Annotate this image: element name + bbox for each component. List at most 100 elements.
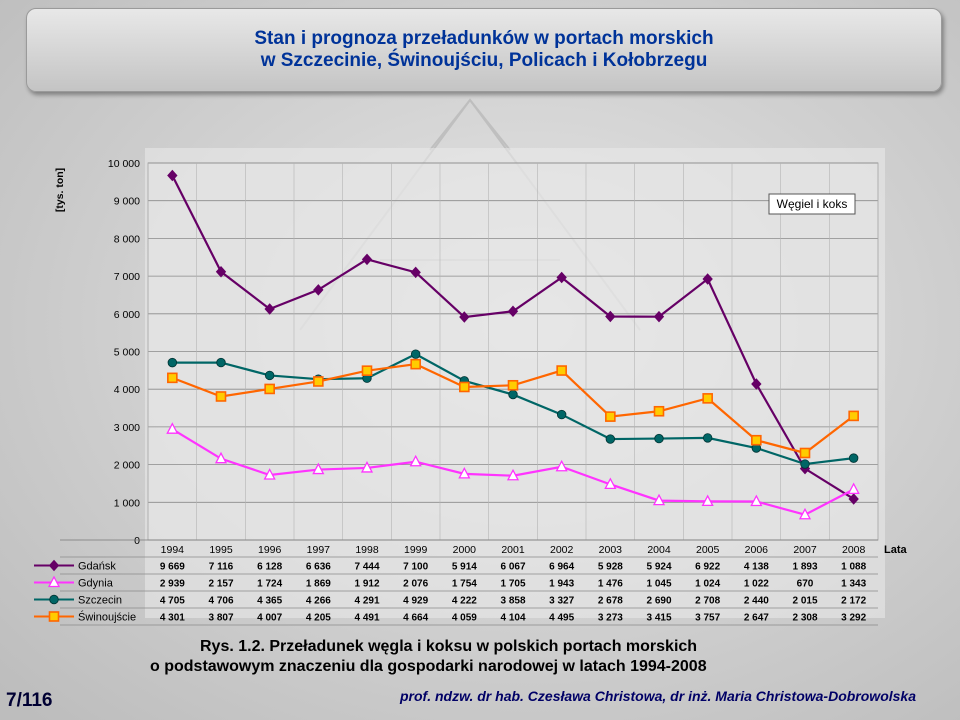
data-label: 2 647 (744, 613, 769, 624)
data-point (361, 365, 373, 376)
data-label: 3 757 (695, 613, 720, 624)
data-label: 4 365 (257, 596, 282, 607)
data-point (410, 266, 421, 279)
data-point (264, 370, 275, 381)
data-point (702, 393, 713, 404)
data-label: 4 491 (354, 613, 379, 624)
data-point (800, 459, 810, 469)
x-tick-label: 2004 (647, 544, 671, 556)
data-point (848, 410, 859, 422)
y-tick-label: 0 (134, 535, 140, 547)
y-tick-label: 1 000 (114, 497, 140, 509)
x-tick-label: 1995 (209, 544, 233, 556)
title-line-2: w Szczecinie, Świnoujściu, Policach i Ko… (260, 50, 708, 71)
data-point (410, 358, 421, 370)
data-label: 6 067 (500, 562, 525, 573)
y-tick-label: 4 000 (114, 384, 140, 396)
x-tick-label: 2006 (745, 544, 769, 556)
data-point (167, 169, 178, 182)
data-label: 2 076 (403, 579, 428, 590)
data-point (702, 433, 713, 443)
legend-key-marker (48, 559, 60, 572)
data-label: 2 172 (841, 596, 866, 607)
data-label: 4 059 (452, 613, 477, 624)
legend-key-marker (47, 575, 61, 588)
data-label: 7 100 (403, 562, 428, 573)
x-tick-label: 1996 (258, 544, 282, 556)
data-point (215, 391, 227, 402)
data-point (264, 303, 275, 315)
title-line-1: Stan i prognoza przeładunków w portach m… (254, 28, 714, 49)
x-tick-label: 2003 (599, 544, 623, 556)
data-label: 3 327 (549, 596, 574, 607)
data-point (847, 482, 860, 495)
data-label: 1 754 (452, 579, 477, 590)
data-label: 4 664 (403, 613, 428, 624)
data-label: 7 116 (209, 562, 234, 573)
x-tick-label: 2001 (501, 544, 525, 556)
data-point (702, 273, 713, 285)
data-label: 3 273 (598, 613, 623, 624)
title-banner: Stan i prognoza przeładunków w portach m… (26, 8, 942, 92)
y-axis-label: [tys. ton] (54, 168, 66, 212)
data-label: 1 343 (841, 579, 866, 590)
data-point (459, 311, 470, 323)
x-axis-label: Lata (884, 544, 908, 556)
data-point (654, 433, 664, 444)
data-label: 5 914 (452, 562, 477, 573)
authors-footer: prof. ndzw. dr hab. Czesława Christowa, … (400, 688, 916, 704)
data-point (751, 378, 762, 390)
data-point (605, 411, 616, 422)
data-label: 1 893 (792, 562, 817, 573)
data-label: 4 266 (306, 596, 331, 607)
x-tick-label: 1998 (355, 544, 379, 556)
data-point (361, 253, 373, 266)
series-name-label: Świnoujście (78, 611, 136, 624)
data-point (848, 453, 859, 463)
data-point (263, 468, 276, 480)
data-label: 2 015 (792, 596, 817, 607)
data-point (313, 376, 324, 387)
data-label: 6 128 (257, 562, 282, 573)
x-tick-label: 1994 (161, 544, 185, 556)
data-label: 3 292 (841, 613, 866, 624)
data-label: 1 045 (646, 579, 671, 590)
data-point (360, 461, 374, 473)
data-point (556, 271, 567, 284)
data-label: 2 708 (695, 596, 720, 607)
data-label: 4 104 (500, 613, 525, 624)
data-label: 1 869 (306, 579, 331, 590)
y-tick-label: 3 000 (114, 422, 140, 434)
data-point (312, 462, 325, 475)
data-point (458, 466, 471, 479)
data-point (653, 405, 665, 417)
data-label: 670 (797, 579, 814, 590)
data-label: 2 939 (160, 579, 185, 590)
data-point (605, 310, 616, 323)
data-label: 9 669 (160, 562, 185, 573)
data-point (605, 434, 616, 444)
y-tick-label: 2 000 (114, 460, 140, 472)
data-label: 3 415 (646, 613, 671, 624)
data-label: 5 924 (646, 562, 671, 573)
data-point (556, 365, 567, 376)
data-label: 1 724 (257, 579, 282, 590)
data-point (410, 349, 421, 359)
data-point (750, 494, 763, 507)
data-label: 2 440 (744, 596, 769, 607)
page-number: 7/116 (6, 690, 53, 711)
data-label: 4 222 (452, 596, 477, 607)
legend-box (768, 193, 856, 215)
data-label: 7 444 (354, 562, 379, 573)
data-point (556, 409, 567, 420)
data-point (215, 265, 227, 278)
y-tick-label: 8 000 (114, 233, 140, 245)
data-point (751, 434, 762, 446)
data-label: 2 308 (792, 613, 817, 624)
series-name-label: Gdynia (78, 578, 114, 590)
legend-label: Węgiel i koks (777, 197, 848, 211)
data-label: 4 929 (403, 596, 428, 607)
data-label: 2 690 (646, 596, 671, 607)
data-label: 3 807 (208, 613, 233, 624)
data-point (409, 454, 422, 467)
